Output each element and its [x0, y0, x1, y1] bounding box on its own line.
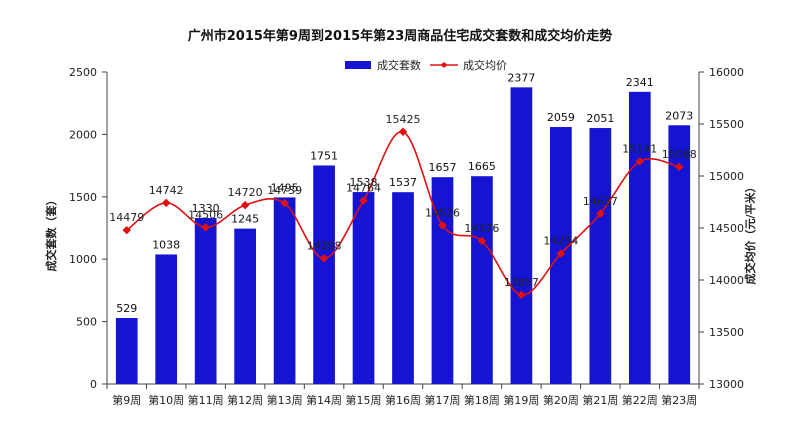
bar — [155, 254, 178, 384]
price-value-label: 14254 — [543, 235, 578, 248]
price-point — [161, 198, 171, 208]
bar-value-label: 1038 — [152, 238, 180, 251]
x-tick-label: 第17周 — [424, 393, 460, 407]
line-series — [122, 127, 684, 300]
bar — [392, 192, 414, 384]
bar — [589, 128, 612, 384]
price-value-label: 14720 — [228, 186, 263, 199]
price-value-label: 14506 — [188, 208, 223, 221]
price-value-label: 14376 — [464, 222, 499, 235]
bar-value-label: 1330 — [192, 202, 220, 215]
price-point — [517, 290, 526, 300]
legend-line-marker — [441, 62, 447, 68]
price-value-label: 14764 — [346, 182, 381, 195]
bar — [273, 197, 296, 384]
bar-value-label: 2073 — [665, 109, 693, 122]
y-tick-right-label: 15000 — [709, 170, 744, 183]
x-tick-label: 第21周 — [582, 393, 618, 407]
price-point — [122, 225, 131, 235]
y-tick-left-label: 1000 — [69, 253, 97, 266]
price-value-label: 14526 — [425, 206, 460, 219]
price-point — [359, 196, 368, 205]
price-value-label: 15088 — [662, 148, 697, 161]
bar — [313, 165, 335, 384]
price-point — [201, 223, 210, 232]
y-tick-left-label: 1500 — [69, 191, 97, 204]
price-point — [438, 221, 447, 230]
x-tick-label: 第20周 — [543, 393, 579, 407]
price-value-label: 14208 — [307, 239, 342, 252]
x-tick-label: 第12周 — [227, 393, 263, 407]
bar — [668, 125, 691, 384]
y-tick-right-label: 14500 — [709, 222, 744, 235]
legend: 成交套数 成交均价 — [345, 58, 507, 72]
bar-value-label: 1538 — [350, 176, 378, 189]
x-tick-label: 第9周 — [112, 393, 141, 407]
y-tick-right-label: 13000 — [709, 378, 744, 391]
y-axis-right-label: 成交均价（元/平米） — [743, 181, 757, 284]
y-tick-right-label: 15500 — [709, 118, 744, 131]
bar-value-label: 529 — [116, 302, 137, 315]
bar — [471, 176, 493, 384]
price-point — [240, 200, 250, 210]
x-tick-label: 第10周 — [148, 393, 184, 407]
price-value-label: 15141 — [622, 142, 657, 155]
price-value-label: 13857 — [504, 276, 539, 289]
x-tick-label: 第15周 — [346, 393, 382, 407]
x-tick-label: 第13周 — [267, 393, 303, 407]
bar — [194, 218, 217, 384]
x-tick-label: 第23周 — [661, 393, 697, 407]
chart-title: 广州市2015年第9周到2015年第23周商品住宅成交套数和成交均价走势 — [188, 28, 613, 44]
bar-value-label: 2051 — [586, 112, 614, 125]
axes: 0 500 1000 1500 2000 2500 13000 13500 14000 14500… — [69, 66, 744, 407]
legend-bar-label: 成交套数 — [377, 58, 421, 72]
bar — [628, 91, 651, 384]
bar-value-label: 1537 — [389, 176, 417, 189]
x-tick-label: 第16周 — [385, 393, 421, 407]
price-value-label: 14742 — [149, 184, 184, 197]
bar — [510, 87, 533, 384]
bar-value-label: 1245 — [231, 213, 259, 226]
bar-value-label: 1751 — [310, 149, 338, 162]
y-tick-right-label: 13500 — [709, 326, 744, 339]
bar — [352, 192, 375, 384]
bar — [431, 177, 454, 384]
y-tick-left-label: 2000 — [69, 128, 97, 141]
data-labels: 529 1038 1330 1245 1495 1751 1538 1537 1657 1665 2… — [109, 71, 697, 315]
y-tick-left-label: 2500 — [69, 66, 97, 79]
x-tick-label: 第22周 — [622, 393, 658, 407]
bar-value-label: 1665 — [468, 160, 496, 173]
y-tick-right-label: 14000 — [709, 274, 744, 287]
y-axis-left-label: 成交套数（套） — [44, 195, 58, 272]
x-tick-label: 第11周 — [188, 393, 224, 407]
bar-value-label: 2059 — [547, 111, 575, 124]
price-point — [398, 127, 408, 137]
bar-value-label: 2377 — [507, 71, 535, 84]
bar-value-label: 1495 — [271, 181, 299, 194]
price-point — [477, 236, 487, 246]
bar-value-label: 1657 — [428, 161, 456, 174]
bar — [115, 317, 138, 384]
price-value-label: 14739 — [267, 184, 302, 197]
price-value-label: 14479 — [109, 211, 144, 224]
x-tick-label: 第14周 — [306, 393, 342, 407]
x-tick-label: 第19周 — [503, 393, 539, 407]
price-point — [280, 198, 289, 208]
price-value-label: 15425 — [386, 113, 421, 126]
y-tick-right-label: 16000 — [709, 66, 744, 79]
legend-bar-swatch — [345, 61, 371, 69]
y-tick-left-label: 0 — [90, 378, 97, 391]
bar — [234, 228, 256, 384]
price-value-label: 14637 — [583, 195, 618, 208]
legend-line-label: 成交均价 — [463, 58, 507, 72]
x-tick-label: 第18周 — [464, 393, 500, 407]
y-tick-left-label: 500 — [76, 316, 97, 329]
bar-value-label: 2341 — [626, 76, 654, 89]
